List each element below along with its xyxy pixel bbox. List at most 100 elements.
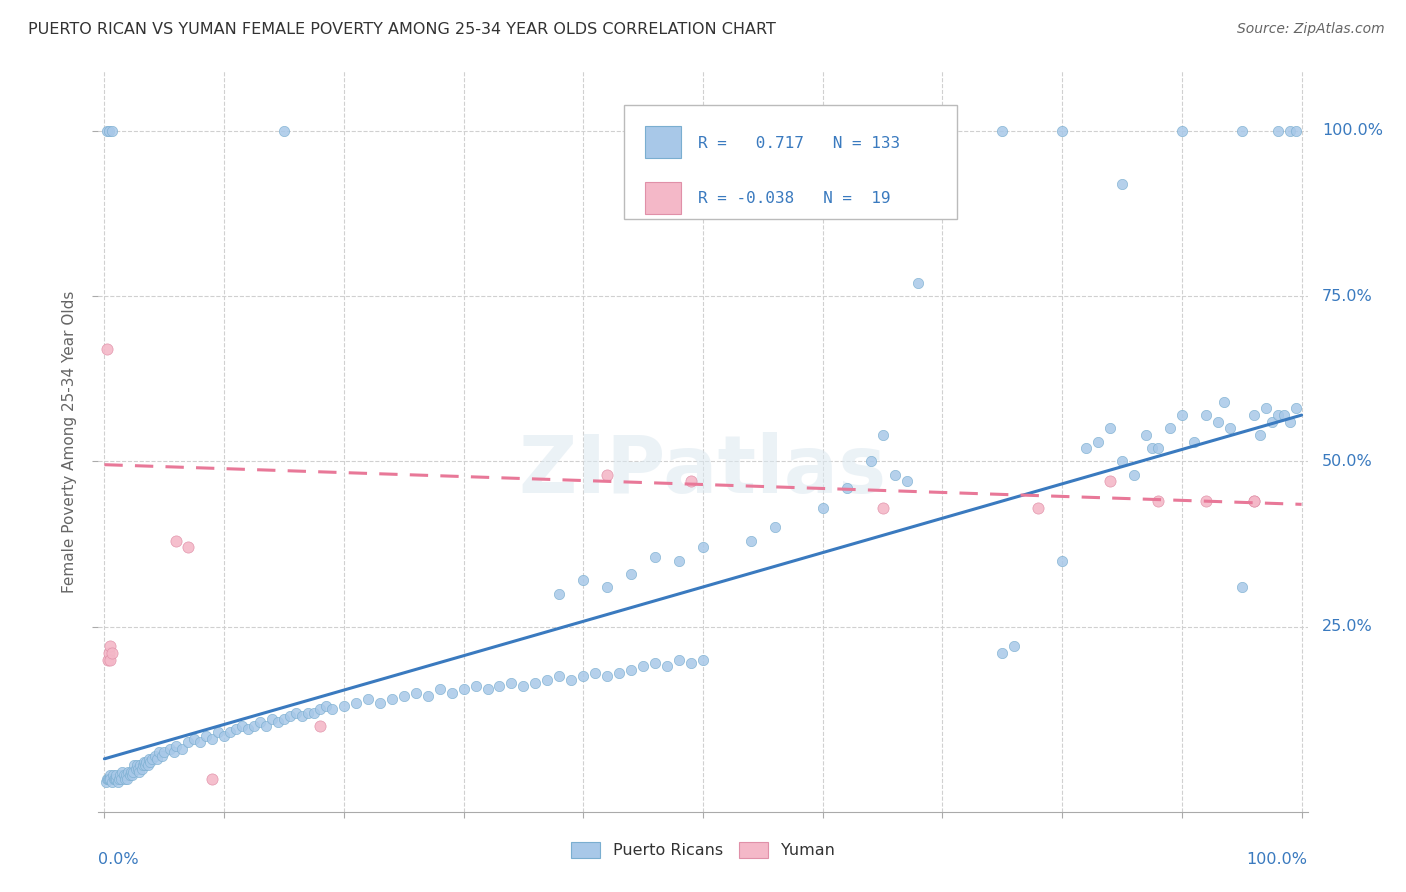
Point <box>1026 500 1049 515</box>
Point <box>134 758 156 772</box>
Point <box>120 765 142 780</box>
Point <box>114 772 136 786</box>
Point <box>183 731 205 746</box>
Point <box>405 686 427 700</box>
Point <box>1159 421 1181 435</box>
Point <box>115 772 138 786</box>
Point <box>127 762 149 776</box>
Point <box>392 689 415 703</box>
Point <box>98 646 121 660</box>
Point <box>1230 580 1253 594</box>
Point <box>644 656 666 670</box>
Point <box>1140 441 1163 455</box>
Point <box>1284 124 1306 138</box>
Point <box>1171 408 1194 422</box>
Text: 100.0%: 100.0% <box>1322 123 1384 138</box>
Point <box>100 646 122 660</box>
Point <box>124 758 146 772</box>
Point <box>1002 640 1025 654</box>
Point <box>100 653 122 667</box>
Point <box>96 342 118 356</box>
Point <box>631 659 654 673</box>
Point <box>1278 124 1301 138</box>
Point <box>692 653 714 667</box>
Point <box>110 772 132 786</box>
Text: Source: ZipAtlas.com: Source: ZipAtlas.com <box>1237 22 1385 37</box>
Point <box>315 698 337 713</box>
Point <box>620 566 643 581</box>
Point <box>607 665 630 680</box>
Text: 50.0%: 50.0% <box>1322 454 1372 469</box>
Point <box>103 772 125 786</box>
Point <box>872 500 894 515</box>
Point <box>125 758 148 772</box>
Point <box>100 640 122 654</box>
Point <box>118 768 141 782</box>
Point <box>1212 395 1234 409</box>
Point <box>1243 494 1265 508</box>
Point <box>309 702 332 716</box>
Point <box>236 722 259 736</box>
Point <box>763 520 786 534</box>
Point <box>1147 441 1170 455</box>
Point <box>1147 494 1170 508</box>
Point <box>141 752 163 766</box>
Point <box>1254 401 1277 416</box>
Point <box>536 673 558 687</box>
Point <box>668 653 690 667</box>
Point <box>1267 124 1289 138</box>
Point <box>1267 408 1289 422</box>
Point <box>148 745 170 759</box>
Point <box>1272 408 1295 422</box>
Point <box>344 696 367 710</box>
Text: ZIPatlas: ZIPatlas <box>519 432 887 510</box>
Point <box>108 768 131 782</box>
Point <box>1171 124 1194 138</box>
Point <box>1249 428 1271 442</box>
Point <box>207 725 229 739</box>
Text: 0.0%: 0.0% <box>98 853 139 867</box>
Point <box>548 586 571 600</box>
Point <box>583 665 606 680</box>
Point <box>121 768 143 782</box>
Point <box>165 533 187 548</box>
Point <box>128 765 150 780</box>
Point <box>596 669 619 683</box>
Point <box>100 772 122 786</box>
Point <box>267 715 290 730</box>
Point <box>101 768 124 782</box>
Point <box>105 768 128 782</box>
Point <box>129 758 152 772</box>
Point <box>333 698 356 713</box>
Point <box>560 673 582 687</box>
Point <box>163 745 186 759</box>
Point <box>309 719 332 733</box>
Point <box>1260 415 1282 429</box>
Point <box>1050 124 1073 138</box>
Point <box>1195 494 1218 508</box>
Point <box>501 675 523 690</box>
Point <box>122 765 145 780</box>
Point <box>100 768 122 782</box>
Point <box>177 541 200 555</box>
Text: 100.0%: 100.0% <box>1247 853 1308 867</box>
Point <box>297 706 319 720</box>
Text: 75.0%: 75.0% <box>1322 289 1372 303</box>
Point <box>124 762 146 776</box>
Point <box>139 755 162 769</box>
Point <box>811 500 834 515</box>
Point <box>357 692 380 706</box>
Point <box>219 725 242 739</box>
Point <box>100 775 122 789</box>
Point <box>225 722 247 736</box>
Point <box>107 775 129 789</box>
Point <box>172 742 194 756</box>
Point <box>1099 474 1122 488</box>
Point <box>243 719 266 733</box>
Point <box>105 772 128 786</box>
Point <box>96 124 118 138</box>
Point <box>115 768 138 782</box>
Point <box>107 772 129 786</box>
Point <box>1278 415 1301 429</box>
Point <box>1243 408 1265 422</box>
